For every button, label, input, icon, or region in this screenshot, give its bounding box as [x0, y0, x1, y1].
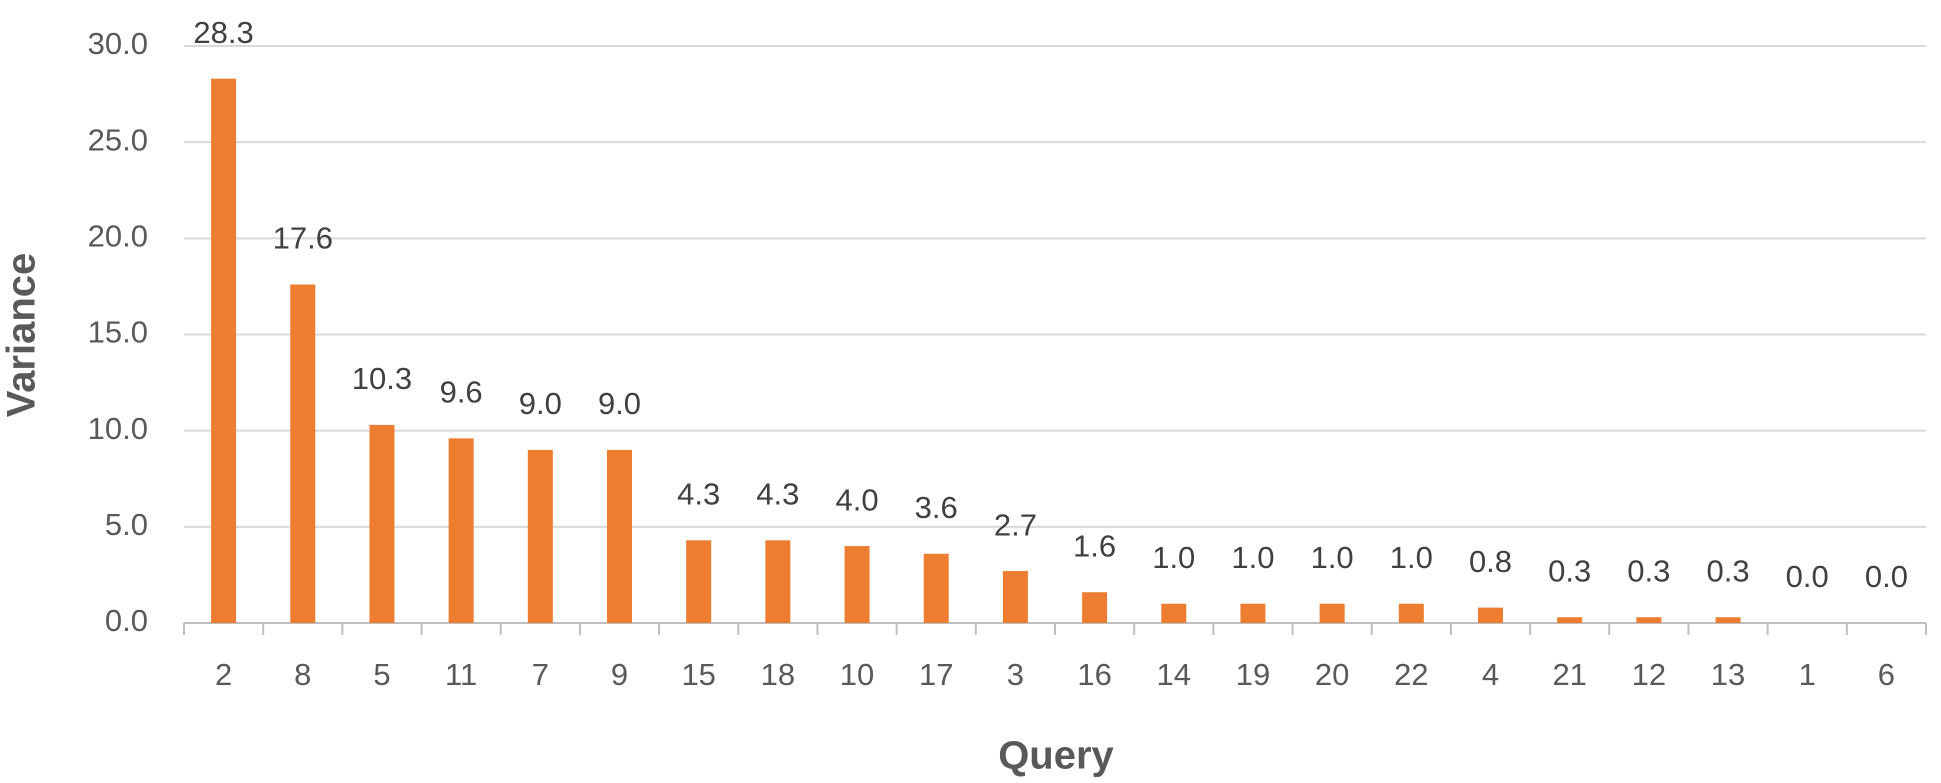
- data-label: 9.0: [598, 386, 641, 421]
- x-tick-label: 9: [611, 657, 628, 692]
- x-tick-label: 21: [1552, 657, 1586, 692]
- y-tick-label: 30.0: [88, 26, 148, 61]
- x-tick-label: 2: [215, 657, 232, 692]
- x-tick-label: 11: [445, 657, 477, 692]
- x-tick-label: 4: [1482, 657, 1499, 692]
- y-tick-label: 15.0: [88, 315, 148, 350]
- x-tick-label: 19: [1236, 657, 1270, 692]
- bar: [1082, 592, 1108, 623]
- bar: [290, 284, 316, 623]
- data-label: 0.3: [1706, 553, 1749, 588]
- bar: [686, 540, 712, 623]
- x-tick-label: 17: [919, 657, 953, 692]
- x-tick-label: 7: [532, 657, 549, 692]
- x-tick-label: 20: [1315, 657, 1349, 692]
- bar: [923, 553, 949, 623]
- data-label: 3.6: [915, 490, 958, 525]
- x-tick-label: 14: [1157, 657, 1191, 692]
- bar: [1557, 617, 1583, 623]
- bar: [1636, 617, 1662, 623]
- data-label: 1.6: [1073, 528, 1116, 563]
- bar: [1240, 603, 1266, 623]
- x-tick-label: 3: [1007, 657, 1024, 692]
- bar: [1161, 603, 1187, 623]
- data-label: 1.0: [1152, 540, 1195, 575]
- y-axis-title: Variance: [0, 253, 44, 418]
- data-label: 10.3: [352, 361, 412, 396]
- data-label: 1.0: [1390, 540, 1433, 575]
- x-tick-label: 10: [840, 657, 874, 692]
- bar: [844, 546, 870, 623]
- data-label: 9.6: [440, 375, 483, 410]
- x-tick-label: 12: [1632, 657, 1666, 692]
- data-label: 17.6: [273, 221, 333, 256]
- bar: [765, 540, 791, 623]
- y-tick-label: 5.0: [105, 507, 148, 542]
- bar: [527, 449, 553, 623]
- y-tick-label: 20.0: [88, 219, 148, 254]
- data-label: 1.0: [1311, 540, 1354, 575]
- x-tick-label: 6: [1878, 657, 1895, 692]
- data-label: 4.3: [756, 476, 799, 511]
- bar: [369, 424, 395, 623]
- y-tick-label: 10.0: [88, 411, 148, 446]
- data-label: 0.3: [1548, 553, 1591, 588]
- x-tick-label: 22: [1394, 657, 1428, 692]
- x-tick-label: 18: [761, 657, 795, 692]
- y-tick-label: 25.0: [88, 122, 148, 157]
- x-tick-label: 1: [1799, 657, 1816, 692]
- bar: [211, 78, 237, 624]
- data-label: 9.0: [519, 386, 562, 421]
- data-label: 0.3: [1627, 553, 1670, 588]
- data-label: 0.8: [1469, 544, 1512, 579]
- data-label: 1.0: [1231, 540, 1274, 575]
- data-label: 2.7: [994, 507, 1037, 542]
- x-tick-label: 13: [1711, 657, 1745, 692]
- data-label: 0.0: [1786, 559, 1829, 594]
- data-label: 4.0: [835, 482, 878, 517]
- bar: [448, 438, 474, 623]
- bar: [607, 449, 632, 623]
- data-label: 4.3: [677, 476, 720, 511]
- bar: [1478, 607, 1503, 623]
- bar: [1002, 571, 1028, 623]
- bar: [1398, 603, 1424, 623]
- bar: [1319, 603, 1345, 623]
- data-label: 0.0: [1865, 559, 1908, 594]
- x-tick-label: 16: [1077, 657, 1111, 692]
- x-tick-label: 5: [373, 657, 390, 692]
- y-tick-label: 0.0: [105, 603, 148, 638]
- x-axis-title: Query: [998, 734, 1114, 778]
- x-tick-label: 15: [681, 657, 715, 692]
- x-tick-label: 8: [294, 657, 311, 692]
- bar: [1715, 617, 1741, 623]
- data-label: 28.3: [193, 15, 253, 50]
